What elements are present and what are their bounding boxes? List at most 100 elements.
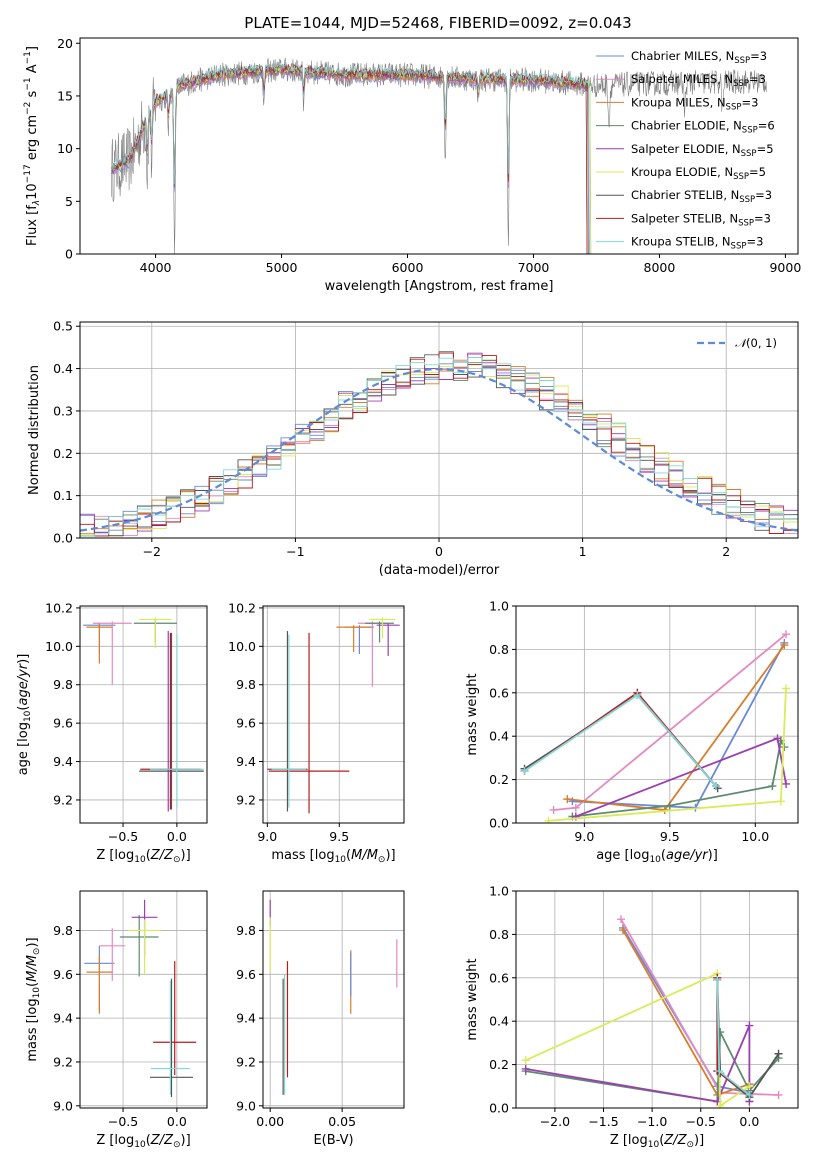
y-tick-label: 9.8 (53, 923, 73, 938)
data-point-6 (149, 978, 194, 1098)
axes-frame (515, 605, 799, 824)
weight-line (525, 1025, 751, 1103)
x-tick-label: 0.0 (167, 1114, 187, 1129)
x-axis-label: (data-model)/error (379, 563, 500, 578)
label-subscript: ⊙ (378, 855, 386, 865)
y-axis-label-text: Flux [f (25, 205, 40, 246)
x-tick-label: 1 (579, 544, 587, 559)
weight-series-8 (520, 690, 720, 791)
data-point-8 (151, 980, 190, 1095)
weight-marker (768, 782, 777, 791)
x-tick-label: −0.5 (108, 1114, 138, 1129)
weight-series-5 (544, 684, 791, 823)
legend-subscript: SSP (739, 195, 755, 205)
legend-label: Chabrier STELIB, N (631, 188, 739, 202)
x-tick-label: 9.0 (574, 829, 594, 844)
y-tick-label: 0.3 (53, 403, 73, 418)
x-tick-label: −2 (143, 544, 161, 559)
x-tick-label: −0.5 (686, 1114, 716, 1129)
data-point-0 (345, 625, 374, 655)
data-point-5 (157, 630, 180, 812)
y-tick-label: 0.0 (489, 1101, 509, 1116)
label-part: age/yr (666, 848, 709, 863)
legend-subscript: SSP (733, 79, 749, 89)
x-tick-label: 0.00 (256, 1114, 284, 1129)
x-tick-label: −2.0 (540, 1114, 570, 1129)
weight-marker (745, 1021, 754, 1030)
model-spectrum-7 (111, 63, 588, 254)
label-superscript: −17 (23, 164, 33, 183)
y-tick-label: 10.0 (228, 639, 256, 654)
weight-marker (665, 801, 674, 810)
model-spectrum-2 (111, 67, 588, 254)
y-tick-label: 10.2 (45, 600, 73, 615)
weight-marker (521, 1064, 530, 1073)
weight-marker (780, 641, 789, 650)
x-tick-label: −1 (286, 544, 304, 559)
y-axis-label: Flux [fλ10−17 erg cm−2 s−1 A−1] (23, 46, 42, 246)
legend-entry-2: Kroupa MILES, NSSP=3 (631, 95, 758, 112)
y-tick-label: 0.0 (489, 816, 509, 831)
model-spectrum-1 (111, 67, 589, 254)
x-tick-label: 7000 (518, 260, 550, 275)
data-point-3 (119, 915, 159, 977)
weight-marker (715, 1067, 724, 1076)
weight-marker (782, 630, 791, 639)
y-axis-label-text: mass [log (25, 998, 40, 1061)
data-point-3 (365, 621, 394, 643)
y-tick-label: 15 (57, 88, 73, 103)
label-subscript: 10 (648, 1140, 660, 1150)
label-subscript: 10 (23, 710, 33, 722)
data-point-4 (139, 617, 172, 649)
y-tick-label: 9.4 (236, 1011, 256, 1026)
label-part: erg cm (25, 115, 40, 164)
y-tick-label: 9.2 (53, 792, 73, 807)
y-tick-label: 0.8 (489, 927, 509, 942)
x-axis-label: Z [log10(Z/Z⊙)] (96, 1133, 190, 1150)
data-point-2 (86, 954, 113, 1014)
data-point-7 (140, 632, 201, 810)
x-tick-label: −0.5 (108, 829, 138, 844)
data-point-1 (99, 928, 126, 981)
plot-area (80, 350, 798, 538)
weight-marker (568, 797, 577, 806)
legend-subscript: SSP (742, 126, 758, 136)
y-axis-label-text: mass weight (465, 958, 480, 1040)
legend-entry-6: Chabrier STELIB, NSSP=3 (631, 188, 772, 205)
x-tick-label: 9.5 (329, 829, 349, 844)
x-tick-label: 5000 (266, 260, 298, 275)
plot-area (84, 899, 197, 1098)
x-axis-label-text: mass [log (271, 848, 334, 863)
label-part: M/M (351, 848, 378, 863)
y-tick-label: 0.8 (489, 642, 509, 657)
legend-nssp: =3 (741, 95, 758, 109)
y-tick-label: 1.0 (489, 884, 509, 899)
legend-subscript: SSP (741, 149, 757, 159)
legend-nssp: =5 (757, 142, 774, 156)
legend-label: Kroupa ELODIE, N (631, 165, 733, 179)
label-part: s (25, 90, 40, 101)
weight-marker (563, 795, 572, 804)
x-tick-label: 8000 (644, 260, 676, 275)
panel-weight-vs-Z: −2.0 −1.5 −1.0 −0.5 0.0 0.0 0.2 0.4 0.6 0.8 1.0 Z [… (465, 884, 799, 1150)
data-point-7 (153, 961, 197, 1076)
plot-area (521, 915, 783, 1108)
data-point-2 (336, 625, 371, 653)
x-axis-label-text: E(B-V) (313, 1133, 353, 1148)
label-part: 10 (25, 183, 40, 200)
label-part: ( (146, 848, 151, 863)
weight-marker (774, 1049, 783, 1058)
y-axis-label: mass weight (465, 673, 480, 755)
weight-line (622, 927, 750, 1094)
x-axis-label-text: age [log (596, 848, 649, 863)
model-spectrum-6 (111, 63, 589, 254)
data-point-1 (92, 621, 132, 685)
y-tick-label: 9.4 (53, 754, 73, 769)
y-tick-label: 1.0 (489, 599, 509, 614)
weight-series-1 (549, 630, 791, 814)
y-axis-label: age [log10(age/yr)] (16, 654, 33, 776)
model-spectrum-5 (111, 64, 592, 254)
panel-residuals: −2 −1 0 1 2 0.0 0.1 0.2 0.3 0.4 0.5 (data-model)/er… (27, 319, 799, 578)
weight-marker (774, 1090, 783, 1099)
weight-marker (745, 1090, 754, 1099)
